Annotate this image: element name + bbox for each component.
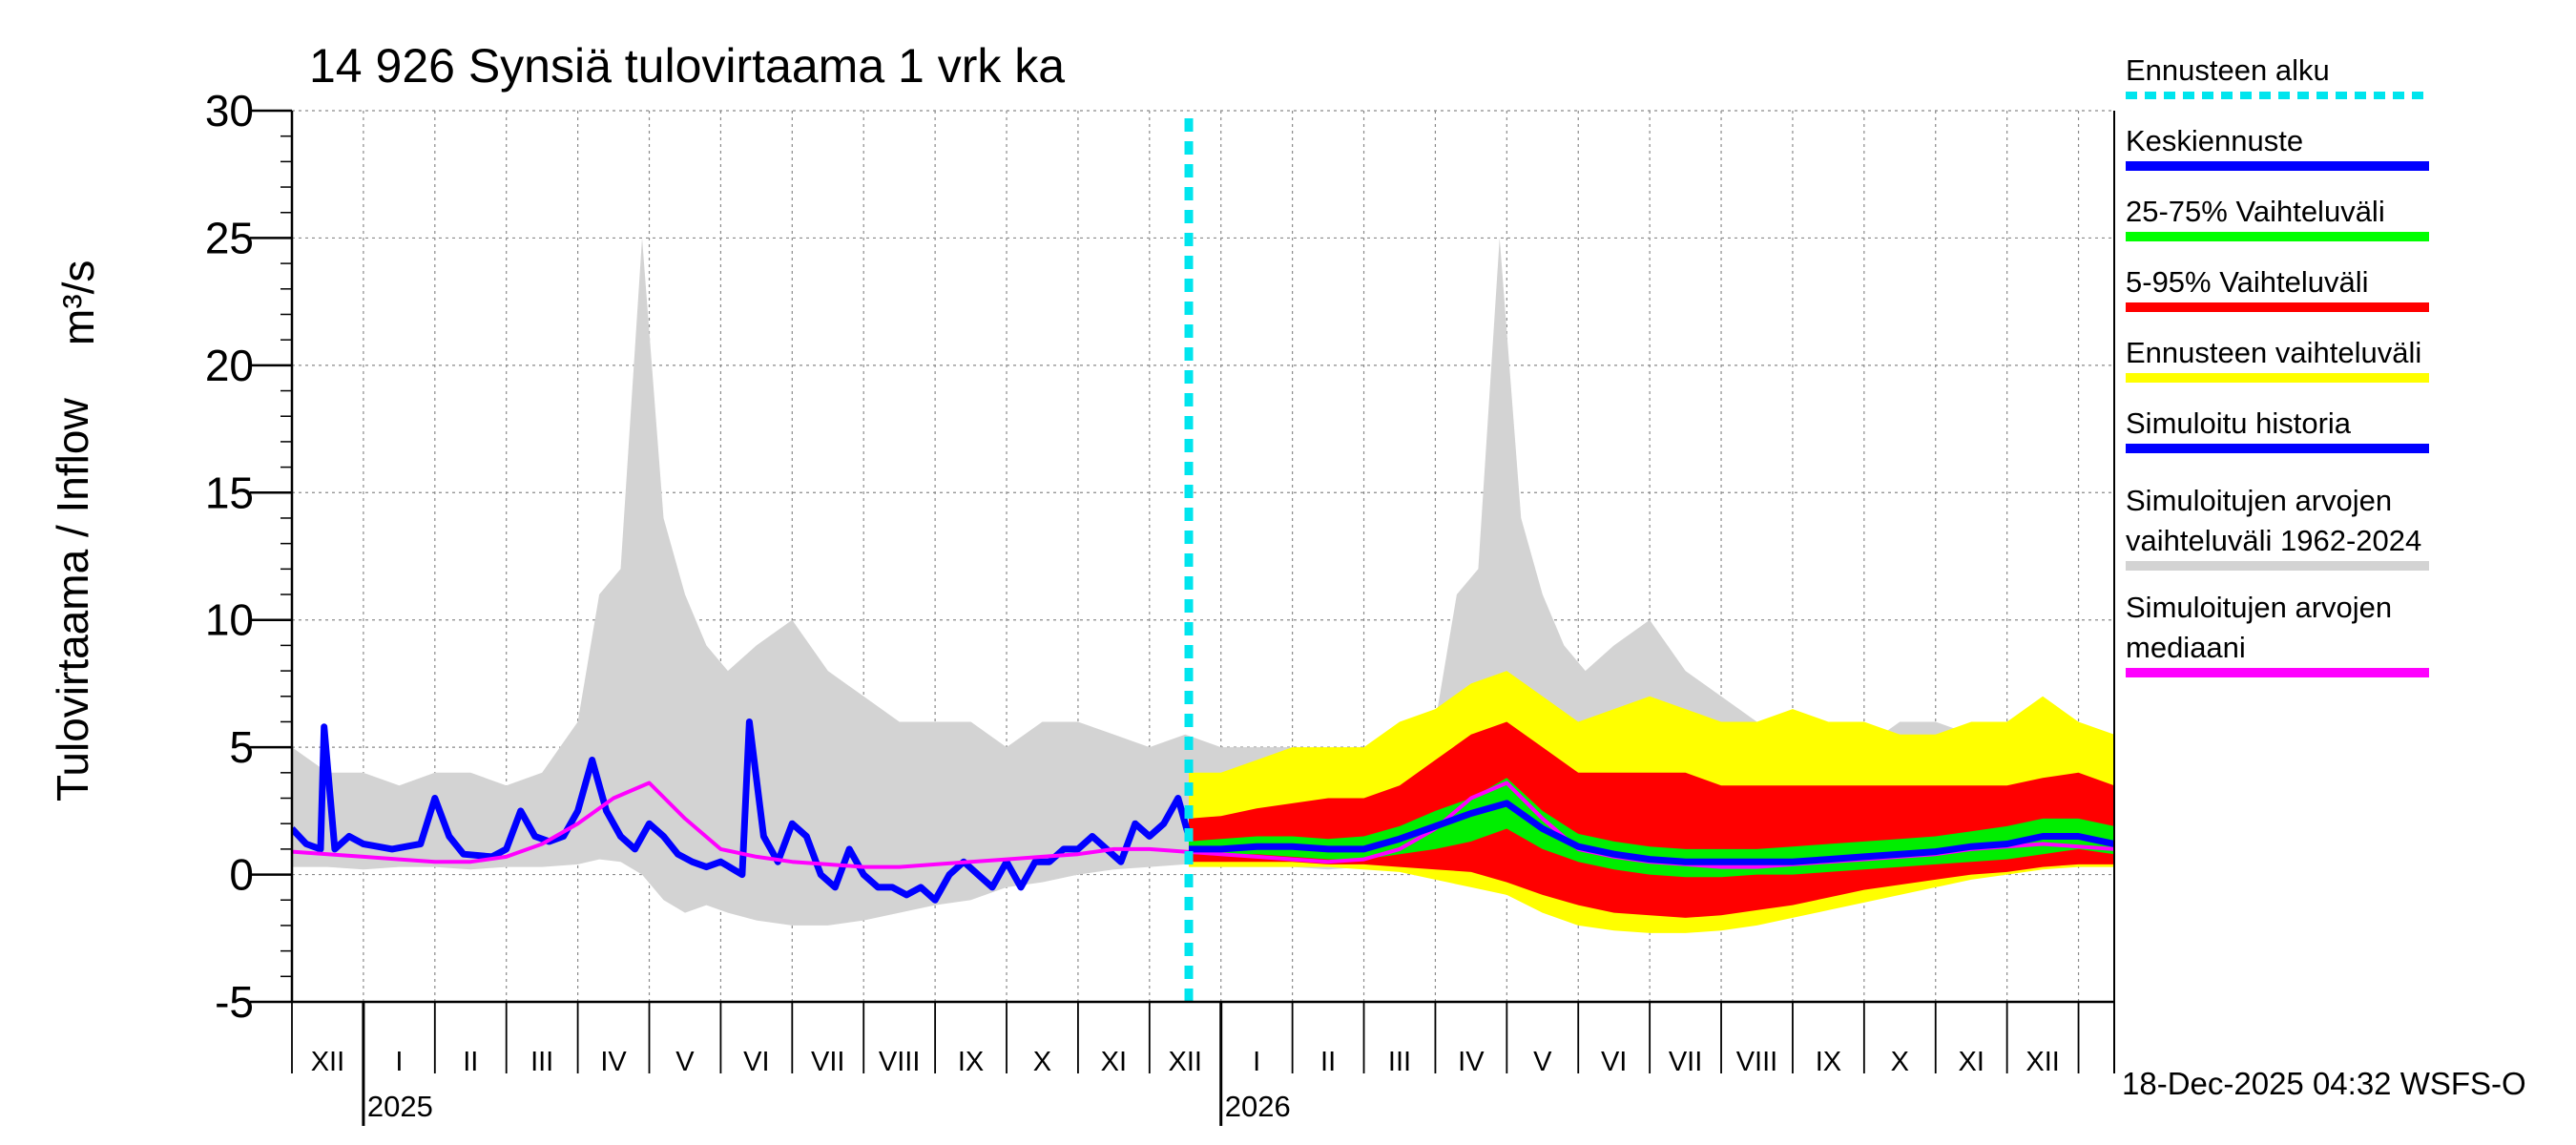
year-label: 2026: [1225, 1090, 1291, 1123]
x-axis-labels: XII I II III IV V VI VII VIII IX X XI XII I II III IV V VI…: [311, 1047, 2060, 1123]
legend-label: Simuloitu historia: [2126, 406, 2352, 440]
month-label: VII: [811, 1047, 844, 1077]
y-tick-label: 20: [205, 341, 254, 390]
y-tick-label: 0: [229, 850, 254, 900]
month-label: III: [1388, 1047, 1411, 1077]
month-label: II: [1320, 1047, 1336, 1077]
y-tick-label: 10: [205, 595, 254, 645]
y-tick-label: 30: [205, 86, 254, 135]
series-layer: [292, 118, 2114, 1002]
month-label: IV: [600, 1047, 627, 1077]
legend-label: 5-95% Vaihteluväli: [2126, 265, 2368, 299]
month-label: VI: [743, 1047, 769, 1077]
month-label: VIII: [879, 1047, 921, 1077]
band-5-95-vaihteluv-li: [1189, 721, 2114, 918]
month-label: V: [1533, 1047, 1552, 1077]
y-tick-label: -5: [215, 977, 254, 1027]
legend-label: Keskiennuste: [2126, 124, 2303, 157]
legend-label: Simuloitujen arvojen: [2126, 591, 2392, 624]
month-label: IX: [958, 1047, 984, 1077]
y-axis-unit: m³/s: [53, 260, 103, 345]
y-tick-label: 15: [205, 468, 254, 517]
legend: Ennusteen alku Keskiennuste 25-75% Vaihtel…: [2126, 53, 2429, 677]
month-label: XI: [1101, 1047, 1127, 1077]
month-label: XII: [1169, 1047, 1202, 1077]
month-label: V: [675, 1047, 695, 1077]
legend-label: Ennusteen vaihteluväli: [2126, 336, 2421, 369]
month-label: IV: [1458, 1047, 1485, 1077]
legend-label: mediaani: [2126, 631, 2246, 664]
month-label: X: [1891, 1047, 1909, 1077]
y-tick-label: 5: [229, 722, 254, 772]
legend-label: Simuloitujen arvojen: [2126, 484, 2392, 517]
month-label: VIII: [1736, 1047, 1778, 1077]
month-label: XI: [1958, 1047, 1984, 1077]
line-keskiennuste: [1189, 800, 2114, 865]
month-label: VI: [1601, 1047, 1627, 1077]
month-label: I: [395, 1047, 403, 1077]
year-label: 2025: [367, 1090, 433, 1123]
month-label: III: [530, 1047, 553, 1077]
month-label: I: [1253, 1047, 1260, 1077]
month-label: II: [463, 1047, 478, 1077]
month-label: XII: [311, 1047, 344, 1077]
month-label: XII: [2025, 1047, 2059, 1077]
month-label: X: [1033, 1047, 1051, 1077]
legend-label: Ennusteen alku: [2126, 53, 2330, 87]
y-axis-label: Tulovirtaama / Inflow: [48, 398, 97, 802]
footer-timestamp: 18-Dec-2025 04:32 WSFS-O: [2122, 1066, 2526, 1101]
line-simuloitu-historia: [292, 718, 1193, 904]
month-label: IX: [1816, 1047, 1841, 1077]
legend-label: vaihteluväli 1962-2024: [2126, 524, 2421, 557]
legend-label: 25-75% Vaihteluväli: [2126, 195, 2385, 228]
chart-title: 14 926 Synsiä tulovirtaama 1 vrk ka: [309, 39, 1065, 93]
y-tick-label: 25: [205, 213, 254, 262]
month-label: VII: [1669, 1047, 1702, 1077]
